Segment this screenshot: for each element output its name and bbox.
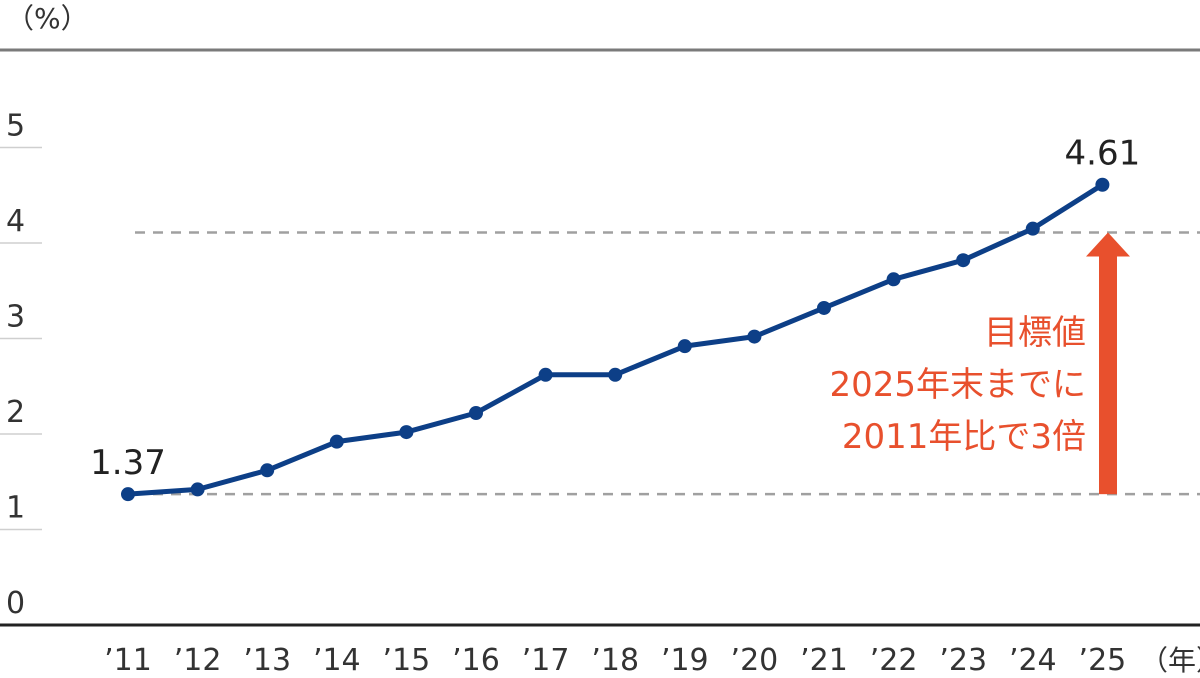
- data-point: [538, 367, 553, 382]
- x-tick-label: ’12: [174, 643, 222, 678]
- annotation-line: 2025年末までに: [829, 365, 1086, 405]
- x-tick-label: ’18: [591, 643, 639, 678]
- y-tick-label: 5: [6, 109, 25, 144]
- data-point: [260, 463, 275, 478]
- data-point: [886, 272, 901, 287]
- data-label: 4.61: [1065, 134, 1141, 174]
- annotation-line: 目標値: [984, 313, 1086, 353]
- y-axis: 0 1 2 3 4 5: [0, 109, 42, 621]
- x-tick-label: ’14: [313, 643, 361, 678]
- target-arrow-head: [1086, 232, 1130, 257]
- data-label: 1.37: [90, 443, 166, 483]
- data-point: [1095, 177, 1110, 192]
- x-tick-label: ’17: [522, 643, 570, 678]
- data-point: [956, 253, 971, 268]
- x-tick-label: ’19: [661, 643, 709, 678]
- data-point: [469, 405, 483, 420]
- y-tick-label: 3: [6, 300, 25, 335]
- data-point: [1025, 221, 1040, 236]
- x-tick-label: ’25: [1079, 643, 1127, 678]
- y-axis-unit-label: （%）: [6, 2, 89, 35]
- y-tick-label: 2: [6, 395, 25, 430]
- x-tick-label: ’23: [939, 643, 987, 678]
- x-tick-label: ’24: [1009, 643, 1057, 678]
- target-arrow: [1086, 232, 1130, 495]
- data-labels: 1.37 4.61: [90, 134, 1140, 483]
- data-point: [329, 434, 344, 449]
- data-point: [747, 329, 762, 344]
- x-tick-label: ’15: [383, 643, 431, 678]
- series-line-group: [121, 177, 1110, 502]
- x-axis-unit-label: （年）: [1140, 644, 1200, 677]
- x-tick-label: ’22: [870, 643, 918, 678]
- y-tick-label: 0: [6, 586, 25, 621]
- y-tick-label: 1: [6, 491, 25, 526]
- data-point: [608, 367, 623, 382]
- data-point: [121, 487, 135, 502]
- x-tick-label: ’16: [452, 643, 500, 678]
- data-point: [817, 300, 831, 315]
- x-tick-label: ’20: [731, 643, 779, 678]
- data-point: [677, 339, 692, 354]
- x-axis: ’11 ’12 ’13 ’14 ’15 ’16 ’17 ’18 ’19 ’20 ’21 ’22 ’23 ’…: [104, 643, 1126, 678]
- y-tick-label: 4: [6, 204, 25, 239]
- data-point: [399, 425, 414, 440]
- x-tick-label: ’13: [243, 643, 291, 678]
- data-point: [190, 482, 205, 497]
- target-annotation: 目標値 2025年末までに 2011年比で3倍: [829, 313, 1086, 457]
- target-arrow-shaft: [1099, 254, 1117, 495]
- annotation-line: 2011年比で3倍: [842, 417, 1086, 457]
- x-tick-label: ’11: [104, 643, 152, 678]
- x-tick-label: ’21: [800, 643, 848, 678]
